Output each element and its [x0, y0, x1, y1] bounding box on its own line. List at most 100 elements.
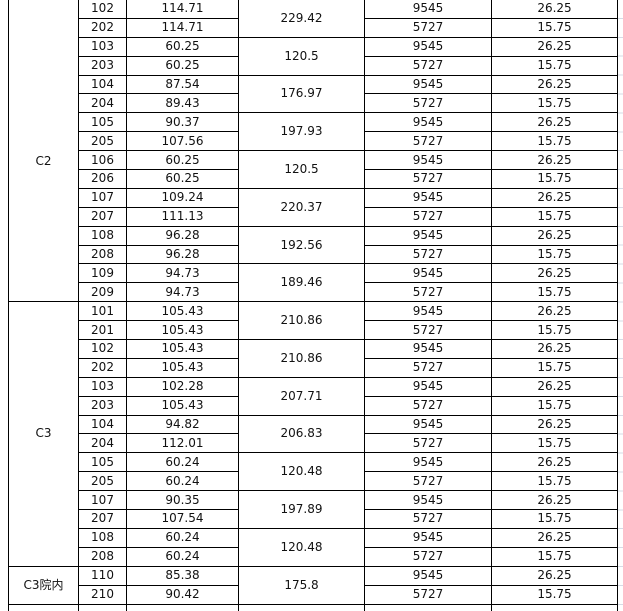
- fee-cell[interactable]: 15.75: [491, 17, 618, 38]
- amount-cell[interactable]: 5727: [364, 282, 492, 303]
- room-cell[interactable]: 107: [78, 187, 127, 208]
- area-cell[interactable]: 112.01: [126, 433, 239, 454]
- room-cell[interactable]: 206: [78, 169, 127, 189]
- area-cell[interactable]: 60.24: [126, 471, 239, 492]
- room-cell[interactable]: 103: [78, 36, 127, 57]
- fee-cell[interactable]: 26.25: [491, 490, 618, 511]
- amount-cell[interactable]: 9545: [364, 376, 492, 397]
- area-cell[interactable]: 60.24: [126, 452, 239, 473]
- amount-cell[interactable]: 9545: [364, 0, 492, 19]
- amount-cell[interactable]: 5727: [364, 320, 492, 341]
- area-cell[interactable]: 60.24: [126, 527, 239, 548]
- fee-cell[interactable]: 15.75: [491, 206, 618, 227]
- total-area-cell[interactable]: 206.83: [238, 414, 365, 454]
- amount-cell[interactable]: 9545: [364, 36, 492, 57]
- area-cell[interactable]: 105.43: [126, 339, 239, 359]
- fee-cell[interactable]: 15.75: [491, 471, 618, 492]
- room-cell[interactable]: 110: [78, 565, 127, 586]
- total-area-cell[interactable]: 210.86: [238, 301, 365, 341]
- amount-cell[interactable]: 9545: [364, 301, 492, 322]
- room-cell[interactable]: 201: [78, 320, 127, 341]
- amount-cell[interactable]: 9545: [364, 527, 492, 548]
- amount-cell[interactable]: 9545: [364, 490, 492, 511]
- total-area-cell[interactable]: 192.56: [238, 225, 365, 265]
- fee-cell[interactable]: 26.25: [491, 112, 618, 133]
- total-area-cell[interactable]: 120.5: [238, 36, 365, 76]
- area-cell[interactable]: 90.35: [126, 490, 239, 511]
- room-cell[interactable]: 204: [78, 93, 127, 114]
- fee-cell[interactable]: 15.75: [491, 169, 618, 189]
- amount-cell[interactable]: 9545: [364, 150, 492, 171]
- room-cell[interactable]: 105: [78, 452, 127, 473]
- total-area-cell[interactable]: 197.89: [238, 490, 365, 529]
- amount-cell[interactable]: 5727: [364, 93, 492, 114]
- fee-cell[interactable]: 26.25: [491, 187, 618, 208]
- fee-cell[interactable]: 15.75: [491, 357, 618, 378]
- total-area-cell[interactable]: 197.93: [238, 112, 365, 152]
- fee-cell[interactable]: 26.25: [491, 0, 618, 19]
- room-cell[interactable]: 208: [78, 244, 127, 265]
- area-cell[interactable]: 94.73: [126, 282, 239, 303]
- fee-cell[interactable]: 15.75: [491, 395, 618, 416]
- amount-cell[interactable]: 5727: [364, 395, 492, 416]
- amount-cell[interactable]: 5727: [364, 55, 492, 76]
- area-cell[interactable]: 102.28: [126, 376, 239, 397]
- room-cell[interactable]: 202: [78, 357, 127, 378]
- area-cell[interactable]: 87.54: [126, 74, 239, 95]
- room-cell[interactable]: 102: [78, 0, 127, 19]
- room-cell[interactable]: 105: [78, 112, 127, 133]
- amount-cell[interactable]: 9545: [364, 112, 492, 133]
- room-cell[interactable]: 203: [78, 55, 127, 76]
- building-cell[interactable]: C3: [8, 301, 79, 567]
- room-cell[interactable]: 207: [78, 509, 127, 529]
- area-cell[interactable]: 96.28: [126, 225, 239, 246]
- total-area-cell[interactable]: 189.46: [238, 263, 365, 303]
- fee-cell[interactable]: 15.75: [491, 433, 618, 454]
- amount-cell[interactable]: 9545: [364, 565, 492, 586]
- room-cell[interactable]: 108: [78, 527, 127, 548]
- room-cell[interactable]: 102: [78, 339, 127, 359]
- room-cell[interactable]: 109: [78, 263, 127, 284]
- area-cell[interactable]: 94.82: [126, 414, 239, 435]
- area-cell[interactable]: 114.71: [126, 17, 239, 38]
- amount-cell[interactable]: 5727: [364, 131, 492, 152]
- room-cell[interactable]: 204: [78, 433, 127, 454]
- area-cell[interactable]: 90.37: [126, 112, 239, 133]
- area-cell[interactable]: 105.43: [126, 320, 239, 341]
- fee-cell[interactable]: 15.75: [491, 320, 618, 341]
- fee-cell[interactable]: 15.75: [491, 546, 618, 567]
- total-area-cell[interactable]: 120.48: [238, 452, 365, 492]
- area-cell[interactable]: 107.56: [126, 131, 239, 152]
- fee-cell[interactable]: 26.25: [491, 74, 618, 95]
- fee-cell[interactable]: 26.25: [491, 376, 618, 397]
- amount-cell[interactable]: 9545: [364, 263, 492, 284]
- room-cell[interactable]: 205: [78, 131, 127, 152]
- room-cell[interactable]: 205: [78, 471, 127, 492]
- room-cell[interactable]: 208: [78, 546, 127, 567]
- room-cell[interactable]: 203: [78, 395, 127, 416]
- fee-cell[interactable]: 26.25: [491, 225, 618, 246]
- fee-cell[interactable]: 26.25: [491, 263, 618, 284]
- room-cell[interactable]: 107: [78, 490, 127, 511]
- total-area-cell[interactable]: 176.97: [238, 74, 365, 114]
- fee-cell[interactable]: 15.75: [491, 584, 618, 605]
- fee-cell[interactable]: 15.75: [491, 509, 618, 529]
- amount-cell[interactable]: 9545: [364, 339, 492, 359]
- room-cell[interactable]: 108: [78, 225, 127, 246]
- room-cell[interactable]: 207: [78, 206, 127, 227]
- fee-cell[interactable]: 26.25: [491, 36, 618, 57]
- amount-cell[interactable]: 5727: [364, 509, 492, 529]
- total-area-cell[interactable]: 120.48: [238, 527, 365, 567]
- area-cell[interactable]: 114.71: [126, 0, 239, 19]
- fee-cell[interactable]: 26.25: [491, 301, 618, 322]
- area-cell[interactable]: 89.43: [126, 93, 239, 114]
- room-cell[interactable]: 210: [78, 584, 127, 605]
- room-cell[interactable]: 202: [78, 17, 127, 38]
- area-cell[interactable]: 111.13: [126, 206, 239, 227]
- fee-cell[interactable]: 26.25: [491, 527, 618, 548]
- fee-cell[interactable]: 15.75: [491, 282, 618, 303]
- amount-cell[interactable]: 9545: [364, 187, 492, 208]
- area-cell[interactable]: 107.54: [126, 509, 239, 529]
- area-cell[interactable]: 105.43: [126, 395, 239, 416]
- room-cell[interactable]: 104: [78, 74, 127, 95]
